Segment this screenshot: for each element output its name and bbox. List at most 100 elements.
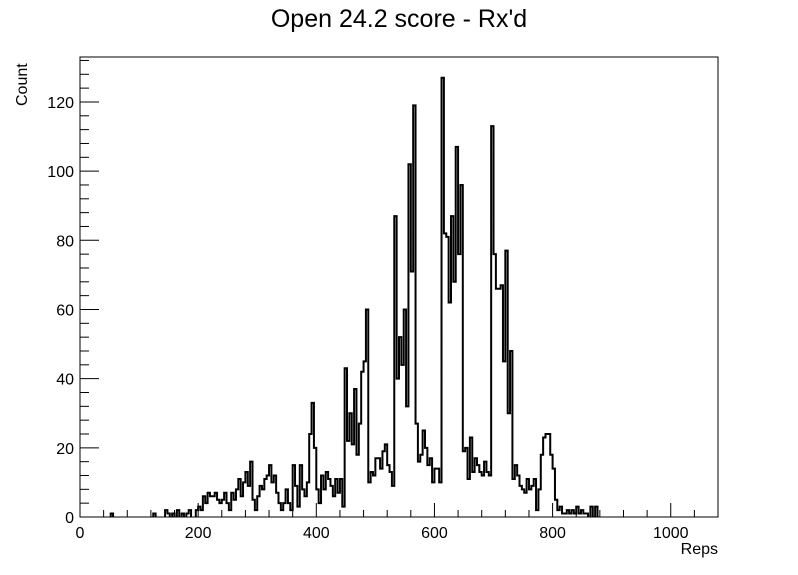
histogram-bin bbox=[472, 472, 474, 517]
histogram-bin bbox=[314, 448, 316, 517]
histogram-bin bbox=[491, 126, 493, 517]
histogram-bin bbox=[538, 489, 540, 517]
y-tick-label: 100 bbox=[47, 164, 74, 181]
histogram-bin bbox=[475, 458, 477, 517]
histogram-bin bbox=[579, 514, 581, 517]
histogram-bin bbox=[564, 514, 566, 517]
histogram-bin bbox=[205, 503, 207, 517]
histogram-bin bbox=[453, 282, 455, 517]
histogram-bin bbox=[368, 482, 370, 517]
histogram-bin bbox=[418, 462, 420, 517]
histogram-bin bbox=[165, 510, 167, 517]
x-axis-label: Reps bbox=[681, 541, 718, 558]
histogram-bin bbox=[536, 510, 538, 517]
histogram-bin bbox=[401, 365, 403, 517]
histogram-bin bbox=[361, 372, 363, 517]
histogram-bin bbox=[430, 458, 432, 517]
histogram-bin bbox=[153, 514, 155, 517]
histogram-bin bbox=[333, 496, 335, 517]
histogram-bin bbox=[347, 441, 349, 517]
histogram-bin bbox=[522, 489, 524, 517]
histogram-bin bbox=[321, 475, 323, 517]
histogram-bin bbox=[255, 510, 257, 517]
histogram-bin bbox=[111, 514, 113, 517]
histogram-bin bbox=[586, 514, 588, 517]
histogram-bin bbox=[590, 507, 592, 517]
histogram-bin bbox=[264, 479, 266, 517]
histogram-bin bbox=[295, 486, 297, 517]
histogram-bin bbox=[198, 507, 200, 517]
histogram-bin bbox=[172, 514, 174, 517]
histogram-bin bbox=[373, 475, 375, 517]
histogram-bin bbox=[569, 514, 571, 517]
histogram-bin bbox=[456, 147, 458, 517]
histogram-bin bbox=[210, 496, 212, 517]
histogram-bin bbox=[203, 496, 205, 517]
histogram-bin bbox=[444, 233, 446, 517]
histogram-bin bbox=[245, 472, 247, 517]
plot-border bbox=[79, 56, 719, 518]
histogram-bin bbox=[548, 434, 550, 517]
histogram-bin bbox=[236, 489, 238, 517]
histogram-bin bbox=[505, 251, 507, 517]
histogram-bin bbox=[413, 105, 415, 517]
histogram-bin bbox=[371, 472, 373, 517]
histogram-bin bbox=[182, 514, 184, 517]
histogram-bin bbox=[186, 514, 188, 517]
histogram-bin bbox=[217, 500, 219, 517]
histogram-bin bbox=[319, 503, 321, 517]
histogram-bin bbox=[215, 493, 217, 517]
histogram-bin bbox=[274, 475, 276, 517]
histogram-bin bbox=[529, 489, 531, 517]
histogram-bin bbox=[446, 237, 448, 517]
histogram-bin bbox=[503, 361, 505, 517]
histogram-bin bbox=[366, 309, 368, 517]
histogram-bin bbox=[328, 479, 330, 517]
histogram-bin bbox=[338, 493, 340, 517]
y-tick-label: 20 bbox=[56, 441, 74, 458]
histogram-bin bbox=[425, 448, 427, 517]
histogram-bin bbox=[302, 489, 304, 517]
histogram-bin bbox=[309, 434, 311, 517]
histogram-series bbox=[109, 76, 599, 517]
histogram-bin bbox=[260, 486, 262, 517]
y-tick-label: 80 bbox=[56, 233, 74, 250]
histogram-bin bbox=[550, 455, 552, 517]
histogram-bin bbox=[238, 479, 240, 517]
histogram-bin bbox=[567, 510, 569, 517]
histogram-bin bbox=[375, 458, 377, 517]
histogram-bin bbox=[541, 455, 543, 517]
histogram-bin bbox=[345, 368, 347, 517]
histogram-bin bbox=[234, 500, 236, 517]
histogram-bin bbox=[571, 510, 573, 517]
histogram-bin bbox=[437, 469, 439, 517]
histogram-bin bbox=[399, 337, 401, 517]
histogram-bin bbox=[477, 465, 479, 517]
histogram-bin bbox=[257, 496, 259, 517]
histogram-bin bbox=[283, 503, 285, 517]
histogram-bin bbox=[463, 451, 465, 517]
histogram-bin bbox=[269, 465, 271, 517]
x-tick-label: 200 bbox=[185, 525, 212, 542]
histogram-bin bbox=[378, 458, 380, 517]
histogram-bin bbox=[434, 469, 436, 517]
histogram-bin bbox=[271, 482, 273, 517]
histogram-bin bbox=[553, 469, 555, 517]
histogram-bin bbox=[524, 493, 526, 517]
histogram-bin bbox=[288, 503, 290, 517]
histogram-bin bbox=[449, 303, 451, 517]
histogram-bin bbox=[189, 510, 191, 517]
histogram-bin bbox=[581, 510, 583, 517]
histogram-bin bbox=[512, 479, 514, 517]
histogram-bin bbox=[212, 496, 214, 517]
histogram-outline bbox=[109, 76, 599, 517]
histogram-bin bbox=[442, 78, 444, 517]
histogram-bin bbox=[510, 351, 512, 517]
histogram-bin bbox=[364, 361, 366, 517]
histogram-bin bbox=[222, 500, 224, 517]
histogram-bin bbox=[489, 475, 491, 517]
histogram-bin bbox=[356, 455, 358, 517]
histogram-bin bbox=[304, 496, 306, 517]
histogram-bin bbox=[243, 482, 245, 517]
